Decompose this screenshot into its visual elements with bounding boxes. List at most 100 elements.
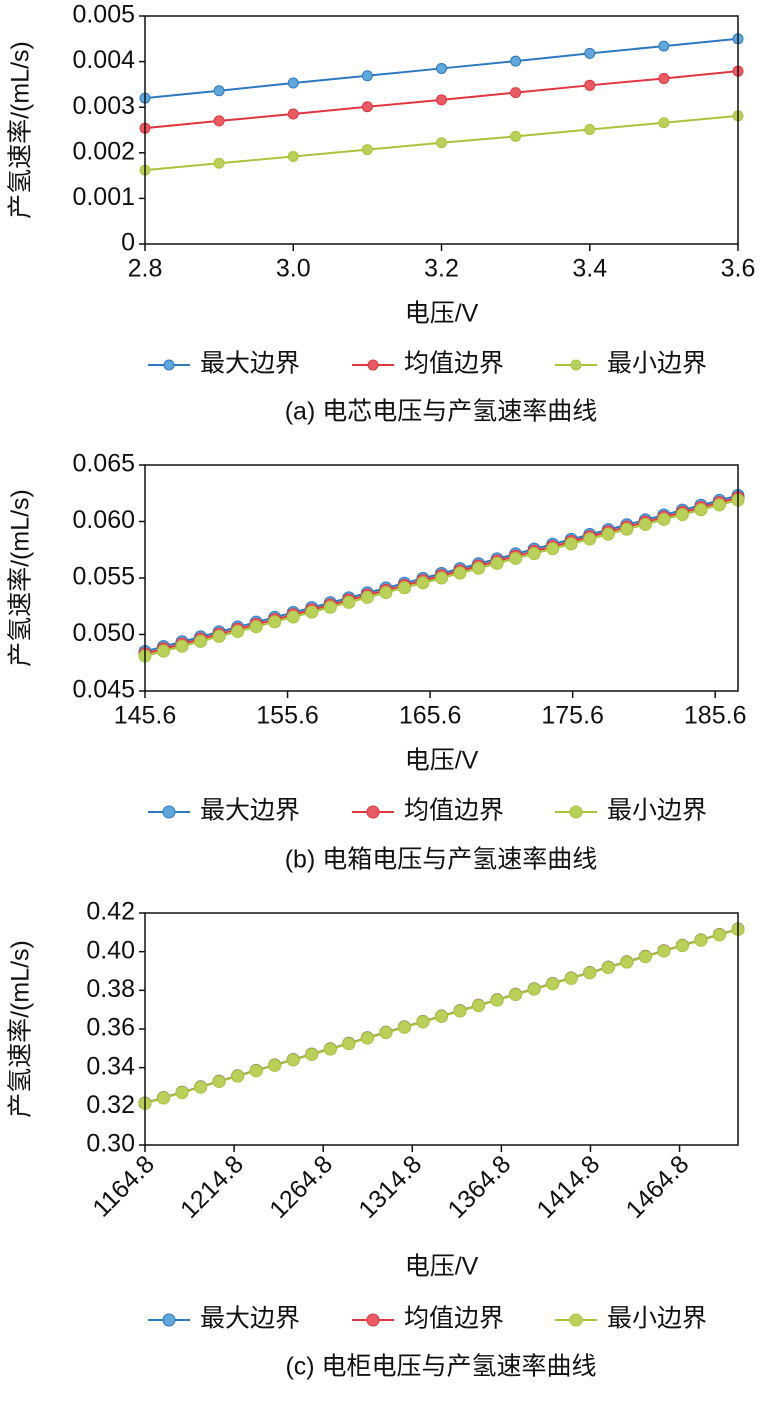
data-point xyxy=(453,1004,467,1018)
y-tick-label: 0.050 xyxy=(72,619,135,647)
data-point xyxy=(584,124,596,136)
data-point xyxy=(657,512,671,526)
data-point xyxy=(212,1075,226,1089)
data-point xyxy=(287,108,299,120)
x-tick-label: 1314.8 xyxy=(353,1150,427,1224)
y-tick-label: 0.045 xyxy=(72,676,135,704)
data-point xyxy=(675,508,689,522)
y-tick-label: 0.36 xyxy=(86,1014,135,1042)
y-tick-label: 0.34 xyxy=(86,1052,135,1080)
data-point xyxy=(712,498,726,512)
x-tick-label: 1364.8 xyxy=(442,1150,516,1224)
plot-frame xyxy=(144,15,739,245)
data-point xyxy=(249,1064,263,1078)
plot-frame xyxy=(144,464,739,692)
data-point xyxy=(658,40,670,52)
data-point xyxy=(490,556,504,570)
data-point xyxy=(436,94,447,106)
data-point xyxy=(436,137,447,149)
x-tick-label: 1264.8 xyxy=(264,1150,338,1224)
data-point xyxy=(249,620,263,634)
data-point xyxy=(323,1042,337,1056)
data-point xyxy=(472,999,486,1013)
data-point xyxy=(657,944,671,958)
y-tick-label: 0.38 xyxy=(86,975,135,1003)
data-point xyxy=(509,551,523,565)
y-tick-label: 0.060 xyxy=(72,506,135,534)
data-point xyxy=(286,1053,300,1067)
data-point xyxy=(194,634,208,648)
chart-panel: 0.045 0.050 0.055 0.060 0.065 145.6 155.6 165.6… xyxy=(7,450,747,874)
y-tick-label: 0.004 xyxy=(72,46,135,74)
data-point xyxy=(360,590,374,604)
x-tick-label: 1214.8 xyxy=(175,1150,249,1224)
data-point xyxy=(268,615,282,629)
data-point xyxy=(360,1031,374,1045)
y-tick-label: 0.055 xyxy=(72,563,135,591)
x-tick-label: 1164.8 xyxy=(87,1150,160,1223)
x-tick-label: 2.8 xyxy=(128,255,163,283)
x-tick-label: 3.0 xyxy=(276,255,311,283)
data-point xyxy=(510,130,522,142)
data-point xyxy=(397,581,411,595)
data-point xyxy=(342,595,356,609)
data-point xyxy=(436,62,447,74)
legend-label: 均值边界 xyxy=(404,1305,504,1333)
data-point xyxy=(323,600,337,614)
legend-marker xyxy=(163,359,175,371)
data-point xyxy=(213,85,225,97)
y-tick-label: 0.30 xyxy=(86,1130,135,1158)
data-point xyxy=(694,933,708,947)
data-point xyxy=(287,77,299,89)
data-point xyxy=(435,1009,448,1023)
legend-marker xyxy=(366,805,380,819)
data-point xyxy=(268,1058,282,1072)
data-point xyxy=(472,561,486,575)
data-point xyxy=(231,1069,245,1083)
y-tick-label: 0.42 xyxy=(86,898,135,926)
data-point xyxy=(638,517,652,531)
data-point xyxy=(658,72,670,84)
data-point xyxy=(416,1015,430,1029)
data-point xyxy=(194,1080,208,1094)
legend-marker xyxy=(570,359,582,371)
data-point xyxy=(658,117,670,129)
chart-panel: 0 0.001 0.002 0.003 0.004 0.005 2.8 3.0 3.2 3.4 3.… xyxy=(7,1,756,426)
data-point xyxy=(231,625,245,639)
data-point xyxy=(620,955,634,969)
x-tick-label: 175.6 xyxy=(541,702,604,730)
x-axis-label: 电压/V xyxy=(405,1253,479,1281)
data-point xyxy=(584,47,596,59)
data-point xyxy=(287,150,299,162)
data-point xyxy=(453,566,467,580)
x-axis-label: 电压/V xyxy=(405,300,479,328)
legend-label: 最小边界 xyxy=(607,350,707,378)
caption: (c) 电柜电压与产氢速率曲线 xyxy=(285,1353,596,1381)
data-point xyxy=(527,982,541,996)
x-tick-label: 145.6 xyxy=(114,702,177,730)
data-point xyxy=(510,87,522,99)
data-point xyxy=(305,605,319,619)
data-point xyxy=(510,55,522,67)
data-point xyxy=(361,101,373,113)
data-point xyxy=(175,639,189,653)
legend-marker xyxy=(162,1313,176,1327)
data-point xyxy=(638,950,652,964)
y-axis-label: 产氢速率/(mL/s) xyxy=(7,940,35,1118)
legend-marker xyxy=(366,1313,380,1327)
data-point xyxy=(546,977,560,991)
legend-label: 最大边界 xyxy=(200,797,300,825)
data-point xyxy=(213,115,225,127)
data-point xyxy=(546,542,560,556)
data-point xyxy=(157,1091,171,1105)
data-point xyxy=(286,610,300,624)
data-point xyxy=(175,1086,189,1100)
data-point xyxy=(379,1026,393,1040)
y-tick-label: 0 xyxy=(121,229,135,257)
data-point xyxy=(712,928,726,942)
data-point xyxy=(601,527,615,541)
legend-marker xyxy=(162,805,176,819)
plot-frame xyxy=(144,912,739,1146)
